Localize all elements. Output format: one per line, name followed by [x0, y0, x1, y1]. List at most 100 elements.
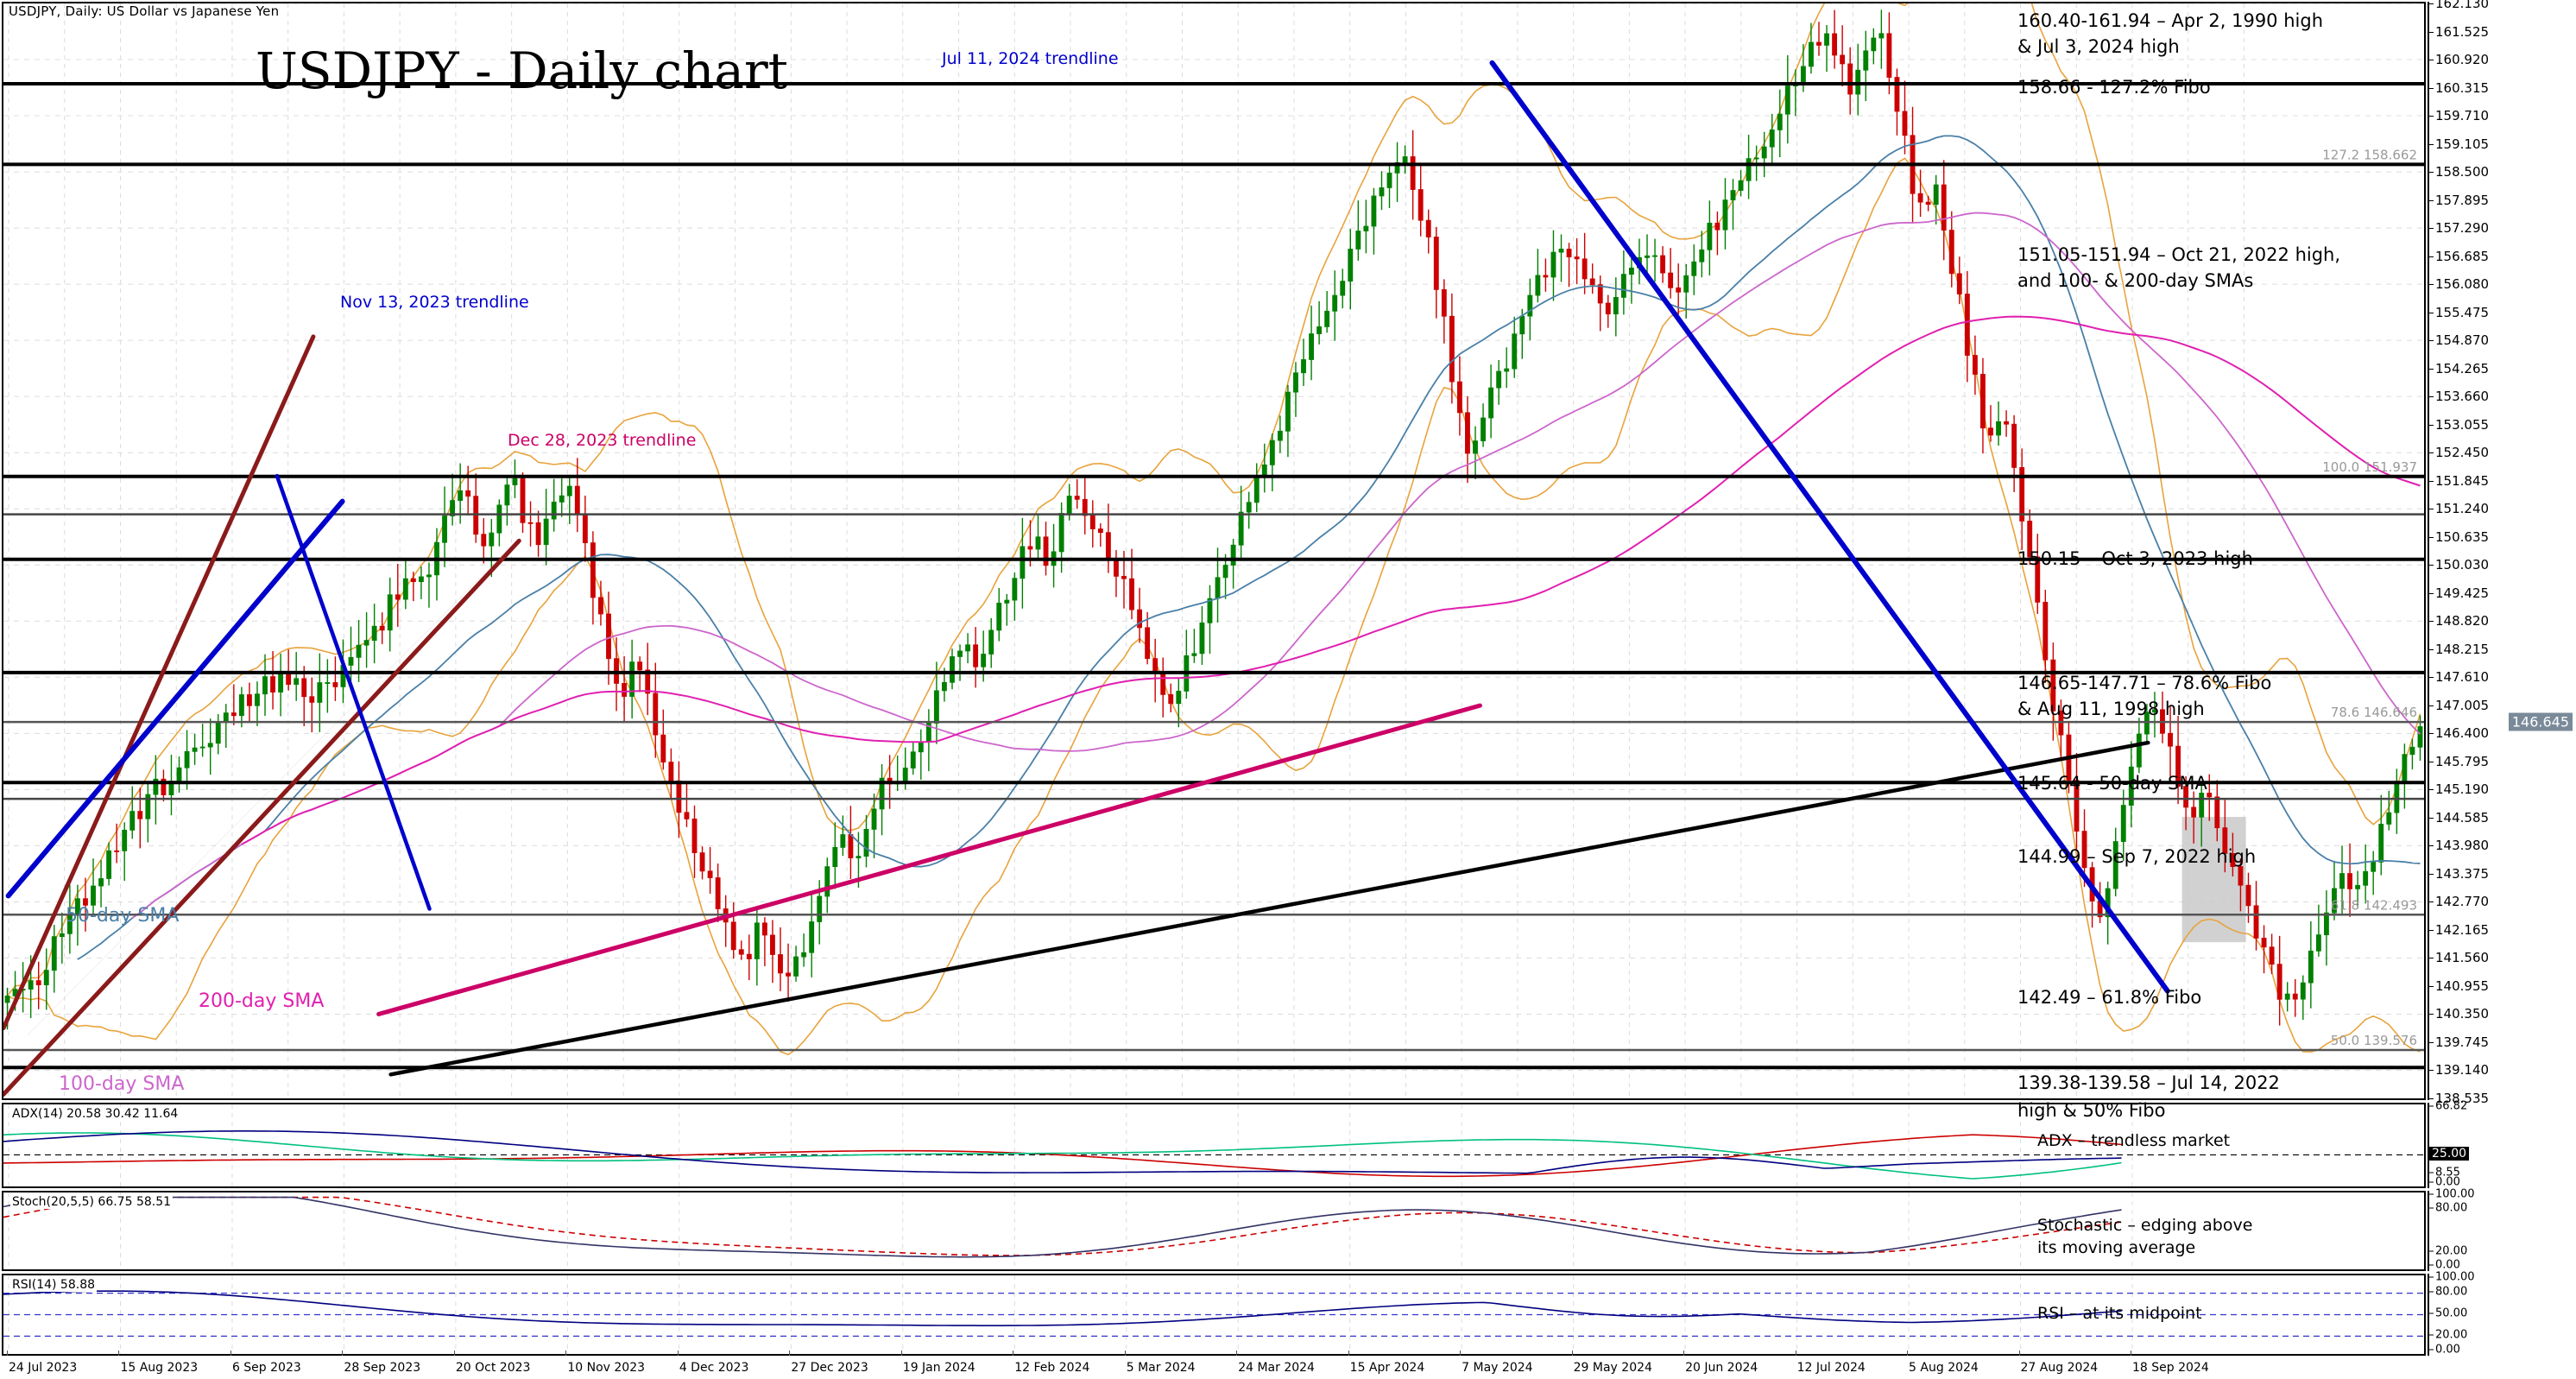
price-axis-tick: 157.290 — [2428, 220, 2489, 236]
rsi-line — [3, 1290, 2122, 1327]
stoch-axis-tick: 0.00 — [2428, 1259, 2460, 1272]
stochastic-percent-k-line — [3, 1196, 2122, 1258]
x-axis-tick-label: 20 Oct 2023 — [455, 1361, 531, 1375]
sma-50-line — [77, 135, 2421, 960]
price-axis-tick: 142.770 — [2428, 894, 2489, 909]
sma-200-line — [241, 315, 2421, 845]
price-axis-tick: 157.895 — [2428, 193, 2489, 208]
x-axis-tick-label: 5 Mar 2024 — [1126, 1361, 1196, 1375]
price-axis-tick: 162.130 — [2428, 0, 2489, 11]
rsi-legend: RSI(14) 58.88 — [10, 1278, 98, 1292]
x-axis-tickmark — [677, 1351, 679, 1356]
trendline-50day-sma-support[interactable] — [5, 498, 345, 899]
x-axis-tickmark — [1124, 1351, 1126, 1356]
x-axis-tick-label: 20 Jun 2024 — [1685, 1361, 1758, 1375]
x-axis-tickmark — [1236, 1351, 1238, 1356]
price-axis-tick: 140.955 — [2428, 978, 2489, 994]
price-axis-tick: 153.055 — [2428, 417, 2489, 433]
price-axis-tick: 156.080 — [2428, 276, 2489, 292]
trendline-nov-13-2023[interactable] — [275, 473, 432, 911]
fibo-level-label: 127.2 158.662 — [2322, 147, 2417, 162]
adx-chart-canvas — [3, 1104, 2424, 1186]
rsi-axis-tick: 0.00 — [2428, 1344, 2460, 1357]
price-y-axis[interactable]: 162.130 161.525 160.920 160.315 159.710 159.1… — [2428, 0, 2574, 1106]
price-axis-tick: 148.215 — [2428, 642, 2489, 657]
x-axis-tickmark — [1460, 1351, 1462, 1356]
stochastic-axis-spine — [2428, 1191, 2429, 1271]
x-axis-tick-label: 24 Jul 2023 — [9, 1361, 78, 1375]
x-axis-tickmark — [453, 1351, 455, 1356]
stoch-axis-tick: 20.00 — [2428, 1244, 2467, 1257]
rsi-chart-canvas — [3, 1275, 2424, 1354]
price-axis-tick: 145.190 — [2428, 781, 2489, 797]
price-axis-tick: 154.870 — [2428, 332, 2489, 348]
price-axis-tick: 159.105 — [2428, 136, 2489, 152]
price-axis-tick: 149.425 — [2428, 585, 2489, 601]
price-axis-tick: 159.710 — [2428, 108, 2489, 123]
price-chart-canvas[interactable]: 127.2 158.662 100.0 151.937 78.6 146.646 61… — [3, 3, 2424, 1098]
x-axis-tick-label: 15 Aug 2023 — [120, 1361, 199, 1375]
x-axis-tick-label: 4 Dec 2023 — [679, 1361, 749, 1375]
consolidation-box — [2181, 817, 2246, 943]
rsi-axis-spine — [2428, 1274, 2429, 1356]
price-axis-tick: 139.140 — [2428, 1062, 2489, 1078]
price-axis-tick: 151.240 — [2428, 501, 2489, 516]
stoch-axis-tick: 100.00 — [2428, 1188, 2475, 1201]
price-axis-tick: 148.820 — [2428, 613, 2489, 629]
x-axis-tick-label: 10 Nov 2023 — [567, 1361, 646, 1375]
x-axis-tick-label: 6 Sep 2023 — [231, 1361, 301, 1375]
x-axis-tick-label: 7 May 2024 — [1462, 1361, 1533, 1375]
trendline-dark-red-upper[interactable] — [3, 334, 316, 1031]
x-axis-tickmark — [7, 1351, 8, 1356]
adx-axis-tick: 66.82 — [2428, 1100, 2467, 1113]
x-axis-tickmark — [230, 1351, 231, 1356]
stochastic-indicator-panel[interactable]: Stoch(20,5,5) 66.75 58.51 — [2, 1191, 2426, 1271]
trendline-jul-11-2024[interactable] — [1489, 60, 2170, 994]
price-axis-tick: 138.535 — [2428, 1091, 2489, 1106]
date-x-axis[interactable]: 24 Jul 2023 15 Aug 2023 6 Sep 2023 28 Sep 2… — [2, 1351, 2426, 1378]
x-axis-tick-label: 18 Sep 2024 — [2132, 1361, 2209, 1375]
x-axis-tick-label: 19 Jan 2024 — [902, 1361, 975, 1375]
adx-main-line — [3, 1129, 2122, 1174]
current-price-tag: 146.645 — [2508, 712, 2573, 731]
trendline-helper[interactable] — [27, 541, 517, 1035]
adx-axis-tick: 0.00 — [2428, 1176, 2460, 1189]
stochastic-y-axis: 100.00 80.00 20.00 0.00 — [2428, 1188, 2574, 1272]
adx-axis-spine — [2428, 1103, 2429, 1188]
rsi-axis-tick: 100.00 — [2428, 1271, 2475, 1284]
price-axis-tick: 143.980 — [2428, 838, 2489, 853]
trendline-black-long[interactable] — [388, 740, 2150, 1077]
price-axis-tick: 139.745 — [2428, 1034, 2489, 1050]
adx-legend: ADX(14) 20.58 30.42 11.64 — [10, 1107, 180, 1121]
x-axis-tick-label: 28 Sep 2023 — [344, 1361, 421, 1375]
x-axis-tick-label: 29 May 2024 — [1573, 1361, 1652, 1375]
trendline-dec-28-2023[interactable] — [376, 703, 1482, 1016]
adx-indicator-panel[interactable]: ADX(14) 20.58 30.42 11.64 — [2, 1103, 2426, 1188]
price-chart-panel[interactable]: 127.2 158.662 100.0 151.937 78.6 146.646 61… — [2, 2, 2426, 1100]
x-axis-tick-label: 5 Aug 2024 — [1909, 1361, 1979, 1375]
fibo-level-label: 61.8 142.493 — [2331, 897, 2417, 913]
x-axis-tick-label: 27 Dec 2023 — [791, 1361, 868, 1375]
bollinger-upper-band — [6, 3, 2421, 996]
candlestick-series[interactable] — [4, 9, 2423, 1030]
rsi-axis-tick: 20.00 — [2428, 1329, 2467, 1342]
rsi-axis-tick: 50.00 — [2428, 1307, 2467, 1320]
adx-axis-tick: 8.55 — [2428, 1166, 2460, 1179]
x-axis-tickmark — [342, 1351, 344, 1356]
rsi-indicator-panel[interactable]: RSI(14) 58.88 — [2, 1274, 2426, 1356]
price-axis-tick: 152.450 — [2428, 445, 2489, 460]
price-axis-tick: 151.845 — [2428, 473, 2489, 489]
rsi-axis-tick: 80.00 — [2428, 1285, 2467, 1298]
price-axis-tick: 153.660 — [2428, 389, 2489, 404]
x-axis-tickmark — [1348, 1351, 1349, 1356]
trendline-dark-red-lower[interactable] — [3, 538, 521, 1097]
fibo-level-label: 50.0 139.576 — [2331, 1033, 2417, 1048]
adx-minus-di-line — [3, 1134, 2122, 1178]
price-axis-tick: 150.030 — [2428, 557, 2489, 572]
adx-axis-level-tag: 25.00 — [2429, 1147, 2470, 1161]
price-axis-tick: 141.560 — [2428, 950, 2489, 965]
page-title: USDJPY - Daily chart — [256, 41, 788, 100]
price-axis-tick: 160.920 — [2428, 52, 2489, 67]
